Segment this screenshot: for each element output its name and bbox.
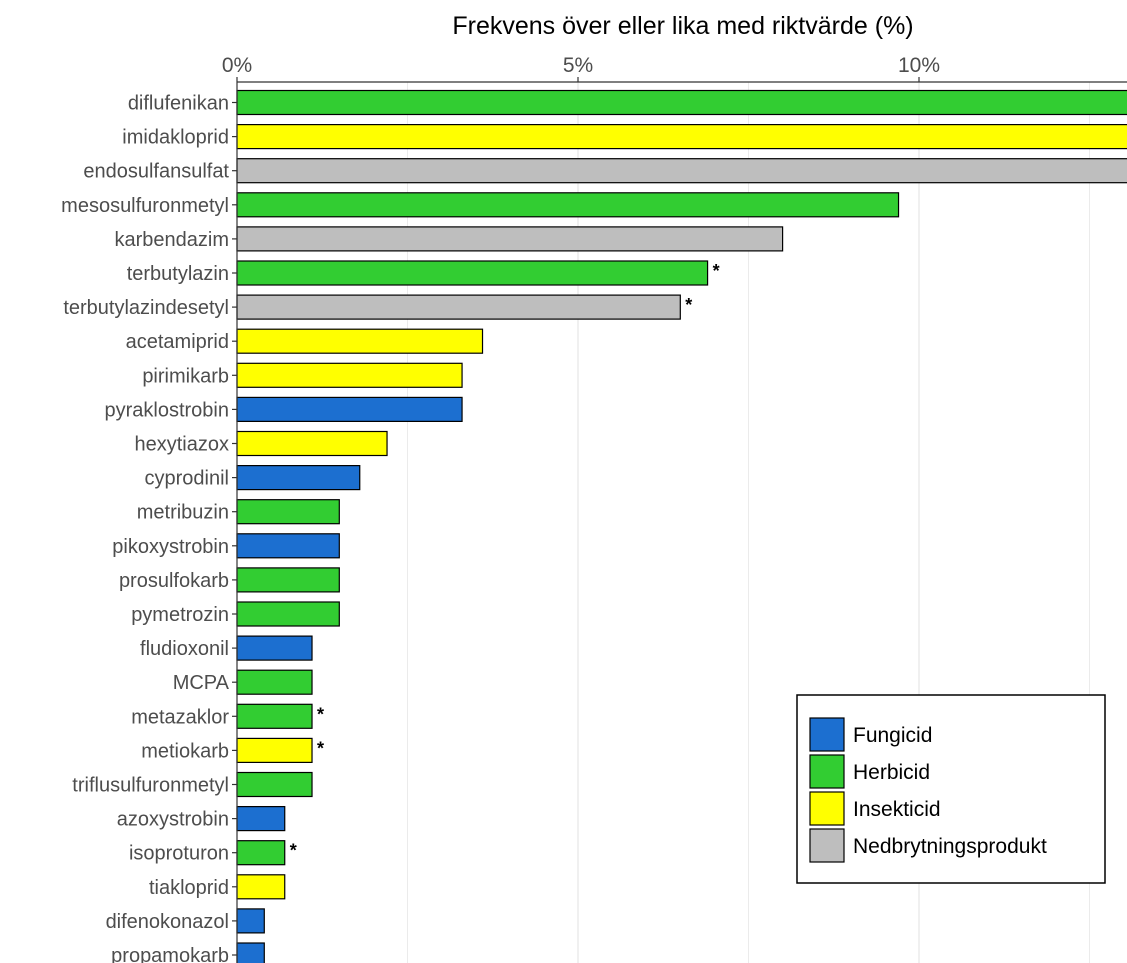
category-label: endosulfansulfat xyxy=(83,161,229,183)
category-label: pikoxystrobin xyxy=(112,536,229,558)
bar xyxy=(236,192,900,218)
bar xyxy=(236,430,388,457)
bar xyxy=(236,908,265,934)
bar xyxy=(236,737,313,764)
category-label: metazaklor xyxy=(131,706,229,728)
axis-title: Frekvens över eller lika med riktvärde (… xyxy=(452,12,913,40)
category-label: difenokonazol xyxy=(106,911,229,933)
bar-annotation: * xyxy=(317,738,324,758)
bar xyxy=(236,533,340,559)
category-label: acetamiprid xyxy=(126,331,229,353)
bar xyxy=(236,635,313,661)
category-label: MCPA xyxy=(173,672,230,694)
legend-swatch xyxy=(809,828,845,863)
category-label: mesosulfuronmetyl xyxy=(61,195,229,217)
bar xyxy=(236,396,463,422)
x-tick-label: 0% xyxy=(222,54,252,77)
bar xyxy=(236,771,313,798)
bar xyxy=(236,328,484,354)
category-label: propamokarb xyxy=(111,945,229,963)
bar xyxy=(236,703,313,729)
category-label: metribuzin xyxy=(137,502,229,524)
category-label: tiakloprid xyxy=(149,877,229,899)
category-label: imidakloprid xyxy=(122,127,229,149)
category-label: triflusulfuronmetyl xyxy=(72,775,229,797)
legend: Fungicid Herbicid Insekticid Nedbrytningspr… xyxy=(796,694,1106,884)
x-tick-label: 10% xyxy=(898,54,940,77)
bar-annotation: * xyxy=(713,261,720,281)
axes: Frekvens över eller lika med riktvärde (… xyxy=(222,12,1127,963)
category-label: prosulfokarb xyxy=(119,570,229,592)
legend-swatch xyxy=(809,791,845,826)
category-label: isoproturon xyxy=(129,843,229,865)
bar xyxy=(236,123,1127,150)
category-label: pyraklostrobin xyxy=(104,399,229,421)
bar xyxy=(236,499,340,525)
bar xyxy=(236,89,1127,116)
bar xyxy=(236,294,681,320)
bars xyxy=(236,89,1127,963)
category-label: pirimikarb xyxy=(142,365,229,387)
bar xyxy=(236,465,361,491)
category-label: diflufenikan xyxy=(128,93,229,115)
bar-annotation: * xyxy=(685,295,692,315)
bar xyxy=(236,226,784,252)
bar-annotation: * xyxy=(317,704,324,724)
category-label: metiokarb xyxy=(141,740,229,762)
category-label: cyprodinil xyxy=(145,468,229,490)
legend-label: Insekticid xyxy=(853,798,941,821)
bar xyxy=(236,669,313,695)
bar xyxy=(236,805,286,832)
bar xyxy=(236,601,340,627)
legend-label: Nedbrytningsprodukt xyxy=(853,835,1047,858)
legend-box xyxy=(796,694,1106,884)
legend-swatch xyxy=(809,754,845,789)
category-labels: diflufenikan imidakloprid endosulfansulfat… xyxy=(61,93,720,963)
category-label: karbendazim xyxy=(114,229,229,251)
bar xyxy=(236,942,265,963)
category-label: fludioxonil xyxy=(140,638,229,660)
category-label: pymetrozin xyxy=(131,604,229,626)
bar xyxy=(236,158,1127,184)
bar xyxy=(236,840,286,866)
bar xyxy=(236,260,709,286)
category-label: terbutylazin xyxy=(127,263,229,285)
category-label: terbutylazindesetyl xyxy=(63,297,229,319)
bar xyxy=(236,874,286,900)
bar-annotation: * xyxy=(290,841,297,861)
legend-label: Fungicid xyxy=(853,724,932,747)
category-label: hexytiazox xyxy=(135,434,230,456)
bar xyxy=(236,362,463,388)
legend-label: Herbicid xyxy=(853,761,930,784)
x-tick-label: 5% xyxy=(563,54,593,77)
category-label: azoxystrobin xyxy=(117,809,229,831)
legend-swatch xyxy=(809,717,845,752)
bar xyxy=(236,567,340,593)
